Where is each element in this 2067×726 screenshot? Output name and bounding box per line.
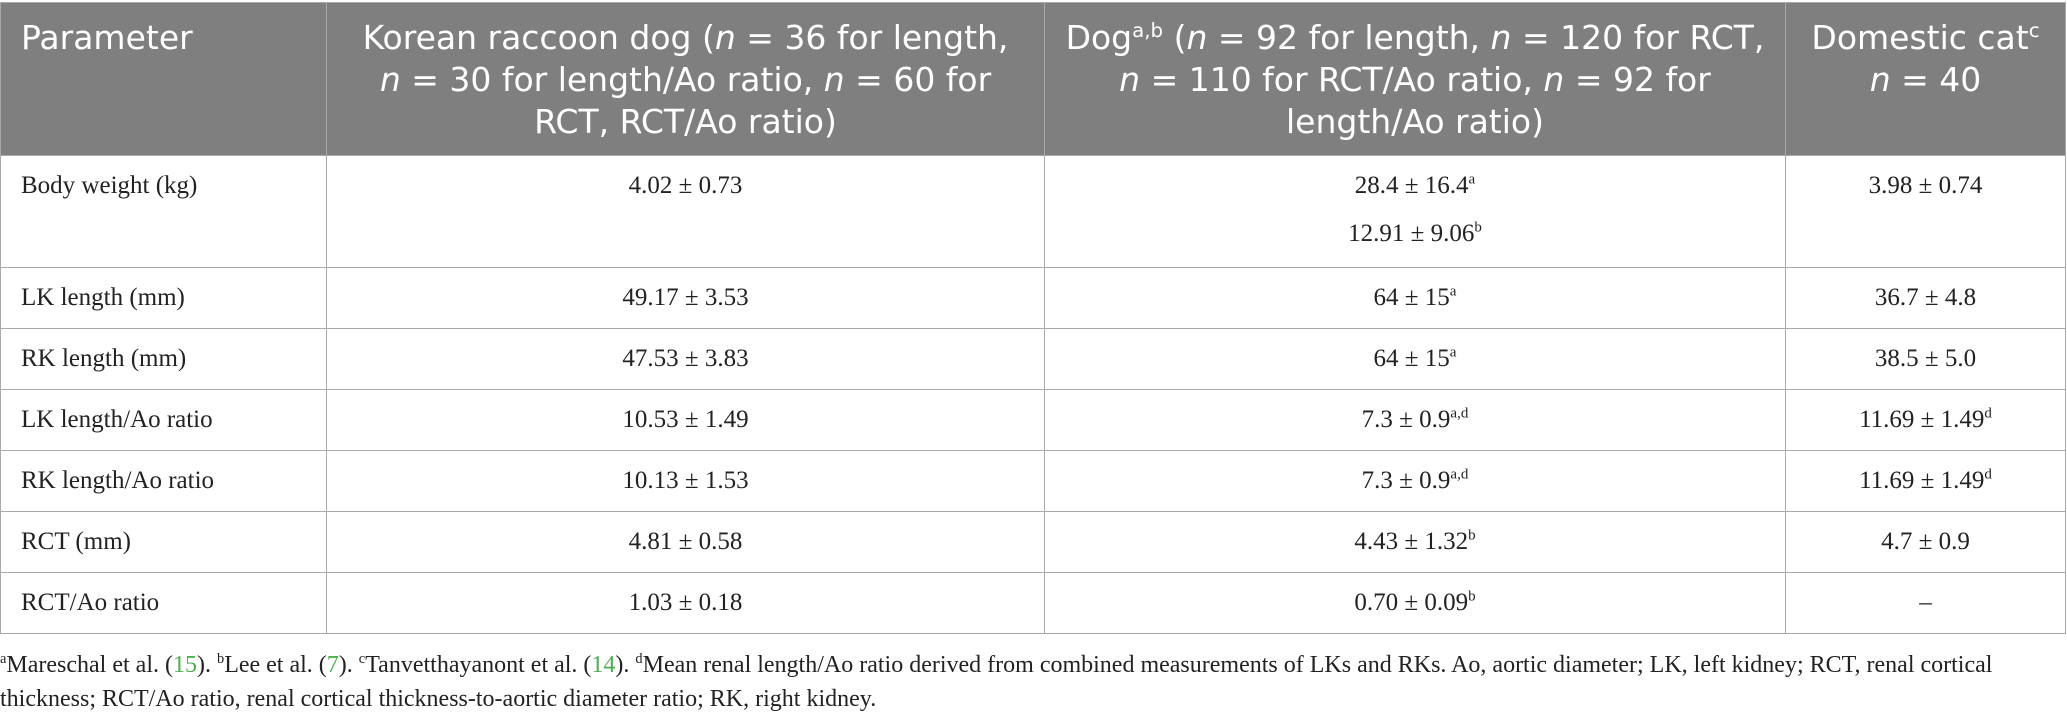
table-row: RCT (mm) 4.81 ± 0.58 4.43 ± 1.32b 4.7 ± … [0, 511, 2066, 573]
table-row: RK length/Ao ratio 10.13 ± 1.53 7.3 ± 0.… [0, 450, 2066, 512]
cell-parameter: LK length/Ao ratio [0, 389, 327, 451]
cell-cat-value: 11.69 ± 1.49d [1785, 450, 2066, 512]
table-footnote: aMareschal et al. (15). bLee et al. (7).… [0, 651, 1993, 712]
cell-dog-value: 4.43 ± 1.32b [1044, 511, 1786, 573]
header-parameter: Parameter [0, 2, 327, 156]
cell-parameter: RCT (mm) [0, 511, 327, 573]
table-header-row: Parameter Korean raccoon dog (n = 36 for… [0, 2, 2066, 156]
cell-cat-value: 38.5 ± 5.0 [1785, 328, 2066, 390]
header-dog: Doga,b (n = 92 for length, n = 120 for R… [1044, 2, 1786, 156]
cell-raccoon-value: 4.81 ± 0.58 [326, 511, 1045, 573]
cell-dog-value: 64 ± 15a [1044, 267, 1786, 329]
cell-raccoon-value: 1.03 ± 0.18 [326, 572, 1045, 634]
footnote-mark-d: d [635, 651, 643, 667]
cell-dog-value: 64 ± 15a [1044, 328, 1786, 390]
cell-dog-value: 28.4 ± 16.4a 12.91 ± 9.06b [1044, 155, 1786, 268]
cell-dog-value: 7.3 ± 0.9a,d [1044, 389, 1786, 451]
cell-parameter: Body weight (kg) [0, 155, 327, 268]
footnote-mark-a: a [0, 651, 7, 667]
table-row: LK length (mm) 49.17 ± 3.53 64 ± 15a 36.… [0, 267, 2066, 329]
footnote-abbreviations: Mean renal length/Ao ratio derived from … [0, 652, 1993, 712]
cell-parameter: RK length/Ao ratio [0, 450, 327, 512]
cell-raccoon-value: 49.17 ± 3.53 [326, 267, 1045, 329]
cell-cat-value: 4.7 ± 0.9 [1785, 511, 2066, 573]
reference-link-14[interactable]: 14 [591, 652, 616, 678]
cell-dog-value: 7.3 ± 0.9a,d [1044, 450, 1786, 512]
table-row: RCT/Ao ratio 1.03 ± 0.18 0.70 ± 0.09b – [0, 572, 2066, 634]
table-row: LK length/Ao ratio 10.53 ± 1.49 7.3 ± 0.… [0, 389, 2066, 451]
cell-parameter: RCT/Ao ratio [0, 572, 327, 634]
cell-cat-value: – [1785, 572, 2066, 634]
cell-dog-value: 0.70 ± 0.09b [1044, 572, 1786, 634]
cell-raccoon-value: 47.53 ± 3.83 [326, 328, 1045, 390]
cell-parameter: RK length (mm) [0, 328, 327, 390]
comparison-table: Parameter Korean raccoon dog (n = 36 for… [0, 2, 2066, 634]
header-raccoon-dog: Korean raccoon dog (n = 36 for length, n… [326, 2, 1045, 156]
header-domestic-cat: Domestic catc n = 40 [1785, 2, 2066, 156]
cell-cat-value: 36.7 ± 4.8 [1785, 267, 2066, 329]
cell-cat-value: 11.69 ± 1.49d [1785, 389, 2066, 451]
table-row: RK length (mm) 47.53 ± 3.83 64 ± 15a 38.… [0, 328, 2066, 390]
cell-raccoon-value: 10.13 ± 1.53 [326, 450, 1045, 512]
reference-link-15[interactable]: 15 [172, 652, 197, 678]
footnote-mark-c: c [358, 651, 366, 667]
cell-raccoon-value: 10.53 ± 1.49 [326, 389, 1045, 451]
cell-parameter: LK length (mm) [0, 267, 327, 329]
cell-cat-value: 3.98 ± 0.74 [1785, 155, 2066, 268]
table-row: Body weight (kg) 4.02 ± 0.73 28.4 ± 16.4… [0, 155, 2066, 268]
footnote-mark-b: b [216, 651, 225, 667]
cell-raccoon-value: 4.02 ± 0.73 [326, 155, 1045, 268]
reference-link-7[interactable]: 7 [326, 652, 339, 678]
